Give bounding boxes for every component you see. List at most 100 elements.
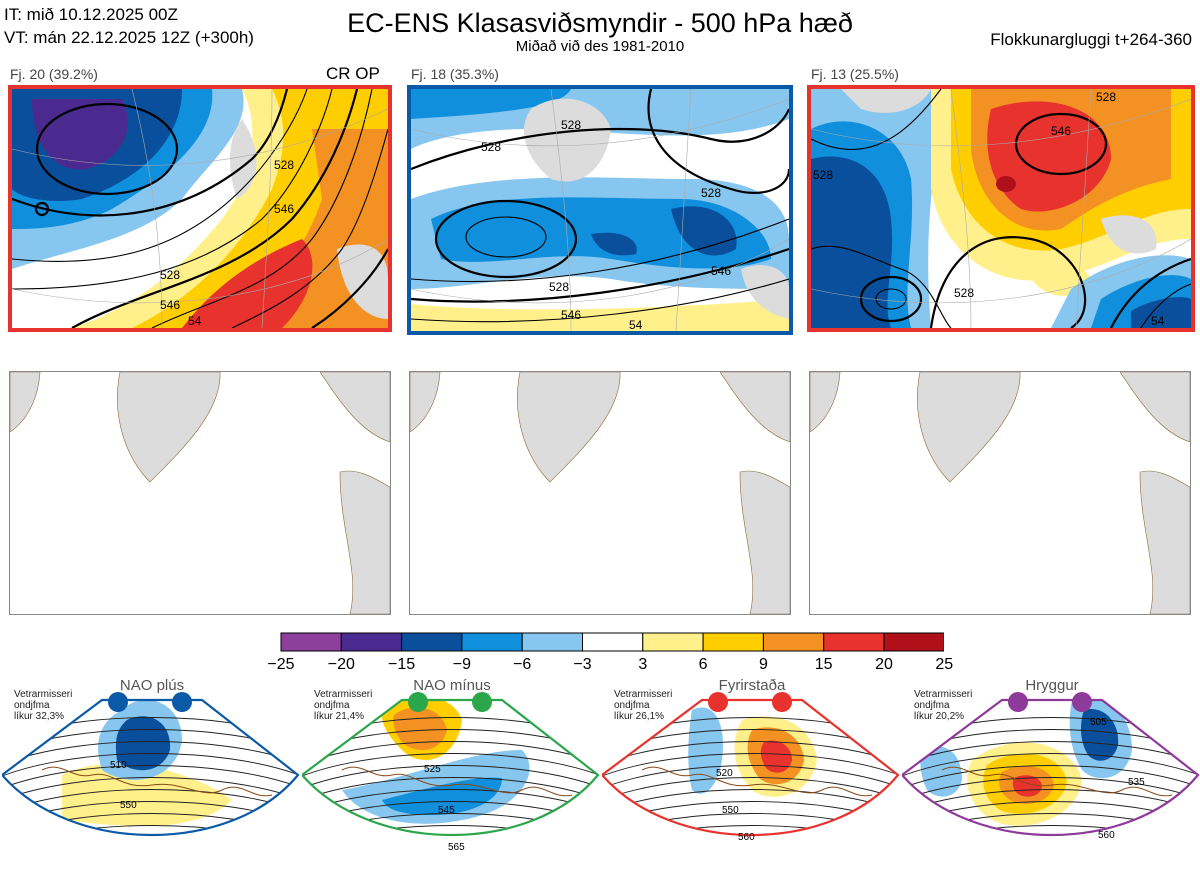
coastline xyxy=(341,766,573,797)
classification-window: Flokkunargluggi t+264-360 xyxy=(990,30,1192,49)
regime-note-line: Vetrarmisseri xyxy=(614,689,673,700)
colorbar-tick-label: 9 xyxy=(758,656,768,673)
colorbar-swatch xyxy=(823,632,885,652)
cluster-2-contour-3: 528 xyxy=(701,186,721,200)
regime-marker-dot xyxy=(472,692,492,712)
geography-map-1 xyxy=(9,371,391,615)
regime-fan-map: 510 550 xyxy=(2,692,300,837)
cluster-3-contour-3: 528 xyxy=(813,168,833,182)
anomaly-shading xyxy=(688,707,723,794)
colorbar-tick-label: −20 xyxy=(327,656,355,673)
regime-contour-label: 550 xyxy=(120,800,137,811)
regime-contour-label: 505 xyxy=(1090,717,1107,728)
regime-note-line: Vetrarmisseri xyxy=(914,689,973,700)
regime-note-line: Vetrarmisseri xyxy=(314,689,373,700)
initial-time: IT: mið 10.12.2025 00Z xyxy=(4,5,178,24)
colorbar-tick-label: −9 xyxy=(452,656,472,673)
regime-fan-border xyxy=(902,698,1200,837)
cluster-1-map: 528 546 546 528 54 xyxy=(8,85,392,332)
regime-marker-dot xyxy=(108,692,128,712)
cluster-1-tag: CR OP xyxy=(326,64,380,83)
regime-note-line: ondjfma xyxy=(14,700,50,711)
regime-note-line: líkur 26,1% xyxy=(614,711,665,722)
colorbar-swatch xyxy=(582,632,644,652)
cluster-3-contour-2: 528 xyxy=(1096,90,1116,104)
colorbar-swatch xyxy=(762,632,825,652)
cluster-2-label: Fj. 18 (35.3%) xyxy=(411,66,499,82)
page-subtitle: Miðað við des 1981-2010 xyxy=(515,38,685,55)
anomaly-shading xyxy=(1012,848,1042,861)
regime-note: Vetrarmisseri ondjfma líkur 26,1% xyxy=(614,689,672,722)
regime-title: NAO plús xyxy=(119,677,185,694)
cluster-3-contour-5: 54 xyxy=(1151,314,1165,328)
height-contour xyxy=(2,741,298,765)
anomaly-shading xyxy=(920,746,962,797)
height-contour xyxy=(902,765,1198,789)
colorbar-swatch xyxy=(883,632,944,652)
regime-contour-label: 545 xyxy=(438,805,455,816)
colorbar-tick-label: −15 xyxy=(388,656,416,673)
cluster-3-map: 546 528 528 528 54 xyxy=(807,85,1195,332)
cluster-1-contour-5: 54 xyxy=(188,314,202,328)
regime-fan-border xyxy=(302,698,600,837)
valid-time: VT: mán 22.12.2025 12Z (+300h) xyxy=(4,28,254,47)
cluster-2-contour-7: 54 xyxy=(629,318,643,331)
height-contour xyxy=(302,753,598,777)
colorbar-tick-label: 25 xyxy=(935,656,954,673)
regime-contour-label: 560 xyxy=(738,832,755,843)
geography-map-2 xyxy=(409,371,791,615)
colorbar-swatch xyxy=(521,632,583,652)
regime-fan-border xyxy=(2,698,300,837)
regime-fan-map: 525 545 565 xyxy=(302,692,600,853)
regime-note-line: ondjfma xyxy=(914,700,950,711)
regime-marker-dot xyxy=(1008,692,1028,712)
height-contour xyxy=(302,741,598,765)
cluster-2-contour-2: 528 xyxy=(561,118,581,132)
anomaly-shading xyxy=(760,740,792,773)
regime-note: Vetrarmisseri ondjfma líkur 32,3% xyxy=(14,689,72,722)
regime-fan-border xyxy=(602,698,900,837)
colorbar-swatch xyxy=(401,632,463,652)
height-contour xyxy=(902,825,1198,835)
anomaly-shading xyxy=(382,777,502,815)
regime-note-line: Vetrarmisseri xyxy=(14,689,73,700)
height-contour xyxy=(602,825,898,835)
regime-fan-map: 505 535 560 xyxy=(902,692,1200,861)
colorbar-tick-label: 20 xyxy=(875,656,893,673)
height-contour xyxy=(2,753,298,777)
cluster-1-contour-1: 528 xyxy=(274,158,294,172)
regime-note-line: líkur 21,4% xyxy=(314,711,365,722)
regime-note: Vetrarmisseri ondjfma líkur 20,2% xyxy=(914,689,972,722)
cluster-2-contour-4: 546 xyxy=(711,264,731,278)
height-contour xyxy=(902,753,1198,777)
colorbar-swatch xyxy=(702,632,764,652)
height-contour xyxy=(2,825,298,835)
cluster-2-contour-1: 528 xyxy=(481,140,501,154)
regime-contour-label: 520 xyxy=(716,768,733,779)
cluster-2-map: 528 528 528 546 528 546 54 xyxy=(407,85,793,335)
regime-contour-label: 560 xyxy=(1098,830,1115,841)
regime-marker-dot xyxy=(408,692,428,712)
regime-note-line: ondjfma xyxy=(314,700,350,711)
regime-note-line: líkur 32,3% xyxy=(14,711,65,722)
regime-note-line: líkur 20,2% xyxy=(914,711,965,722)
colorbar-tick-label: −6 xyxy=(513,656,532,673)
cluster-1-contour-3: 546 xyxy=(160,298,180,312)
colorbar-tick-label: 6 xyxy=(698,656,708,673)
cluster-1-contour-4: 528 xyxy=(160,268,180,282)
cluster-3-label: Fj. 13 (25.5%) xyxy=(811,66,899,82)
coastline xyxy=(41,766,273,797)
cluster-1-label: Fj. 20 (39.2%) xyxy=(10,66,98,82)
cluster-3-contour-1: 546 xyxy=(1051,124,1071,138)
height-contour xyxy=(302,777,598,801)
height-contour xyxy=(2,777,298,801)
height-contour xyxy=(902,777,1198,801)
regime-fan-map: 520 550 560 xyxy=(602,692,900,843)
height-contour xyxy=(902,741,1198,765)
regime-title: NAO mínus xyxy=(413,677,491,694)
regime-marker-dot xyxy=(172,692,192,712)
regime-note: Vetrarmisseri ondjfma líkur 21,4% xyxy=(314,689,372,722)
regime-contour-label: 565 xyxy=(448,842,465,853)
regime-note-line: ondjfma xyxy=(614,700,650,711)
height-contour xyxy=(602,753,898,777)
